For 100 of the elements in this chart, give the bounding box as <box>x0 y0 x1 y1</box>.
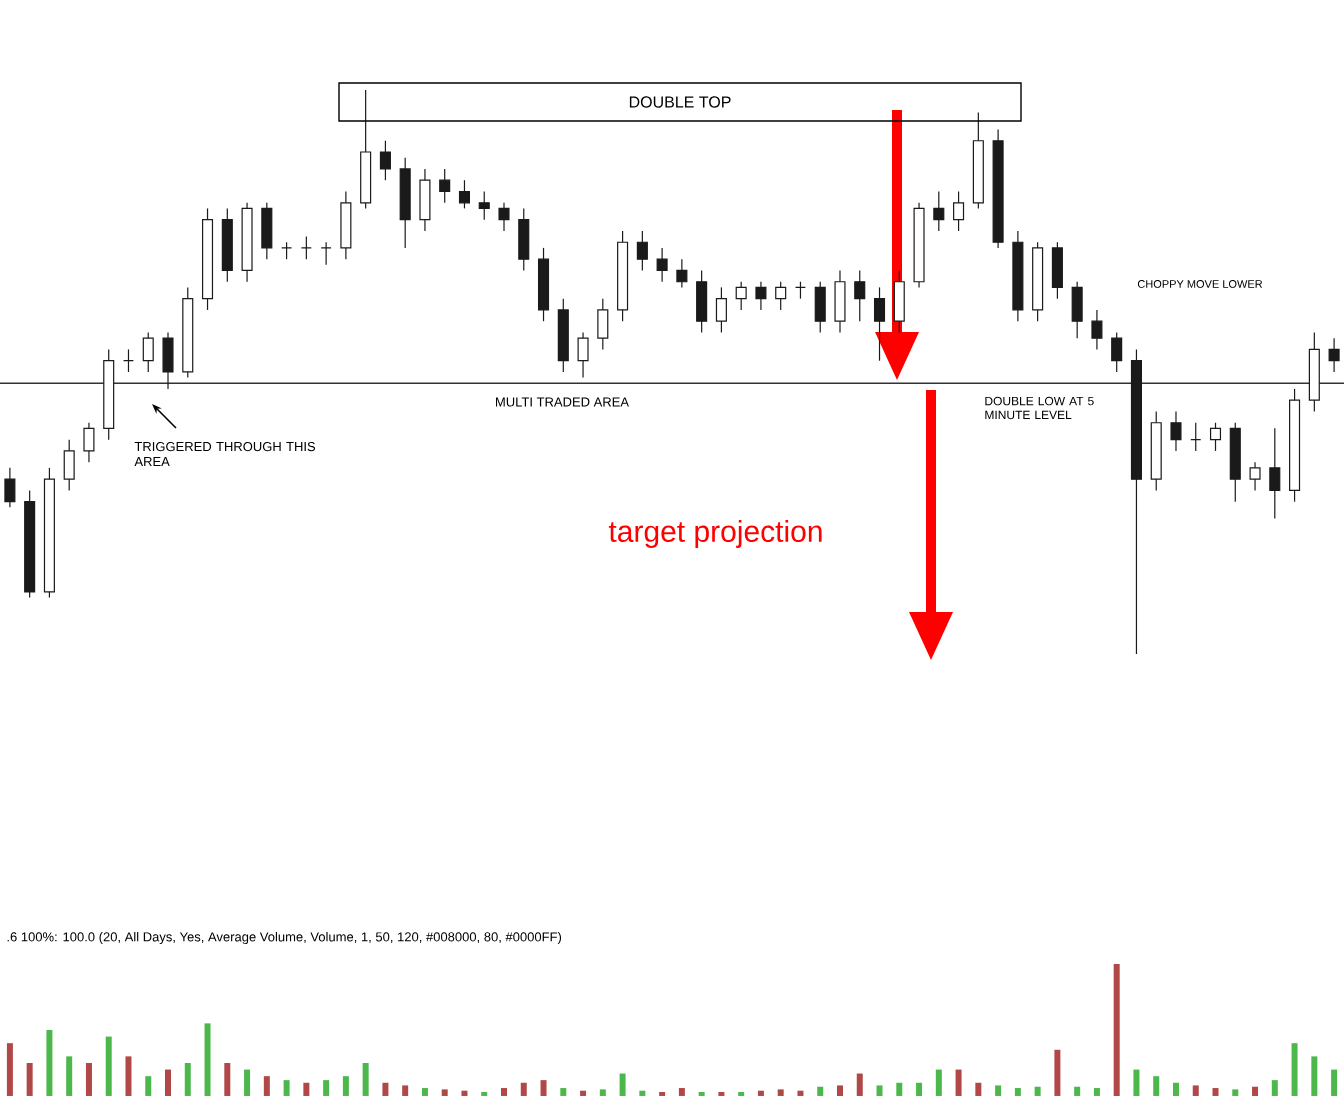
bar <box>362 1062 369 1096</box>
bar <box>283 1080 290 1096</box>
bar <box>204 1023 211 1096</box>
bar <box>955 1069 962 1096</box>
bar <box>441 1089 448 1096</box>
bar <box>1291 1043 1298 1096</box>
candlestick <box>636 230 648 272</box>
candlestick <box>696 269 708 334</box>
candlestick <box>873 286 886 362</box>
bar <box>678 1088 685 1096</box>
bar <box>1252 1086 1259 1096</box>
bar <box>560 1088 567 1096</box>
candlestick <box>597 298 609 351</box>
bar <box>66 1056 73 1096</box>
bar <box>599 1089 606 1096</box>
candlestick <box>1269 427 1281 520</box>
candlestick <box>83 422 95 463</box>
candlestick <box>775 281 787 311</box>
bar <box>1271 1080 1278 1096</box>
candlestick <box>656 247 668 283</box>
bar <box>856 1073 863 1096</box>
bar <box>995 1085 1002 1096</box>
candlestick <box>893 269 905 334</box>
bar <box>916 1082 923 1096</box>
bar <box>184 1062 191 1096</box>
bar <box>1014 1088 1021 1096</box>
candlestick <box>1190 422 1202 452</box>
candlestick <box>735 281 747 311</box>
bar <box>1172 1082 1179 1096</box>
bar <box>520 1082 527 1096</box>
bar <box>1232 1089 1239 1096</box>
candlestick <box>755 281 767 311</box>
candlestick <box>320 241 332 266</box>
bar <box>421 1088 428 1096</box>
annotation: DOUBLE TOP <box>629 96 731 108</box>
candlestick <box>518 207 530 272</box>
bar <box>1192 1085 1199 1096</box>
candlestick <box>142 331 154 373</box>
candlestick <box>1209 422 1222 452</box>
candlestick <box>162 331 174 390</box>
bar <box>85 1062 92 1096</box>
bar <box>540 1080 547 1096</box>
candlestick <box>300 236 312 260</box>
candlestick <box>676 258 688 288</box>
candlestick <box>1091 309 1103 351</box>
candlestick <box>261 202 273 260</box>
bar <box>165 1069 172 1096</box>
bar <box>1093 1088 1100 1096</box>
bar <box>777 1089 784 1096</box>
bar <box>342 1076 349 1096</box>
bar <box>125 1056 132 1096</box>
bar <box>876 1085 883 1096</box>
bar <box>46 1029 53 1096</box>
bar <box>817 1086 824 1096</box>
bar <box>1074 1086 1081 1096</box>
candlestick <box>953 190 965 232</box>
candlestick <box>1111 331 1123 373</box>
candlestick <box>478 190 490 221</box>
bar <box>1331 1069 1338 1096</box>
bar <box>263 1076 270 1096</box>
bar <box>1133 1069 1140 1096</box>
candlestick <box>1051 241 1063 300</box>
bar <box>402 1085 409 1096</box>
annotation: target projection <box>608 519 822 548</box>
bar <box>1113 963 1120 1096</box>
candlestick <box>63 439 75 492</box>
candlestick <box>1170 410 1182 452</box>
bar <box>896 1082 903 1096</box>
bar <box>757 1090 764 1096</box>
bar <box>836 1085 843 1096</box>
candlestick <box>577 331 589 379</box>
candlestick <box>439 168 451 204</box>
candlestick <box>814 281 826 334</box>
bar <box>1311 1056 1318 1096</box>
candlestick <box>4 467 16 508</box>
candlestick <box>854 269 866 322</box>
bar <box>461 1090 468 1096</box>
candlestick <box>122 348 135 373</box>
candlestick <box>933 190 945 232</box>
bar <box>580 1090 587 1096</box>
candlestick <box>715 286 727 334</box>
bar <box>1034 1086 1041 1096</box>
candlestick <box>498 202 510 232</box>
candlestick <box>1071 281 1083 339</box>
bar <box>639 1090 646 1096</box>
candlestick <box>379 140 391 181</box>
bar <box>501 1088 507 1096</box>
bar <box>26 1062 33 1096</box>
bar <box>244 1069 251 1096</box>
bar <box>1212 1088 1219 1096</box>
bar <box>145 1076 152 1096</box>
candlestick <box>340 190 352 260</box>
bar <box>323 1080 330 1096</box>
candlestick <box>1328 337 1340 373</box>
bar <box>303 1082 310 1096</box>
bar <box>975 1082 982 1096</box>
candlestick <box>1249 461 1261 492</box>
bar <box>1153 1076 1160 1096</box>
bar <box>935 1069 942 1096</box>
bar <box>224 1062 231 1096</box>
